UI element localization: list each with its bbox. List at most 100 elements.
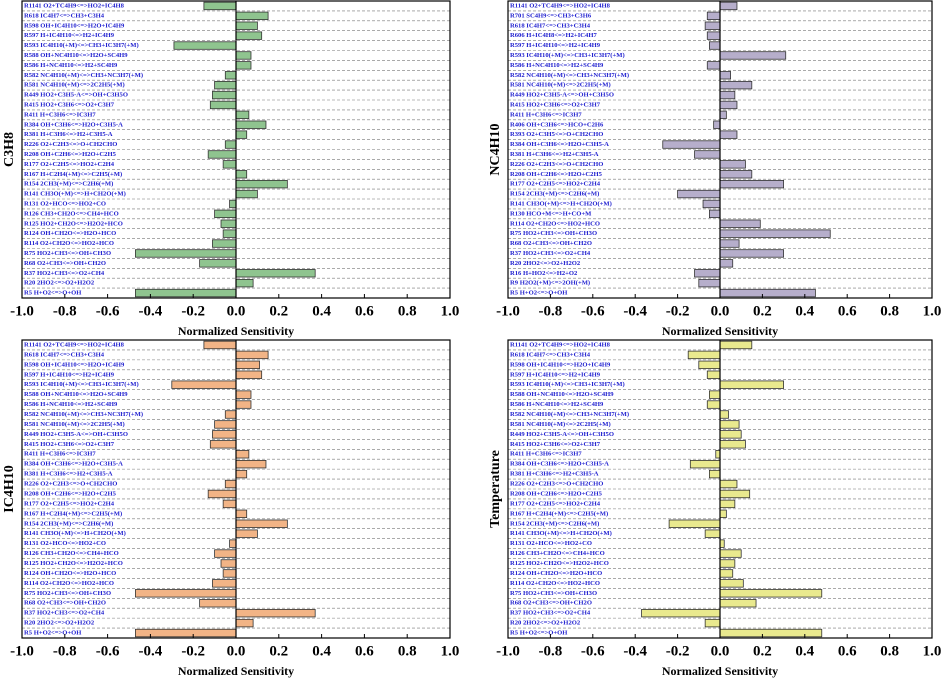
reaction-label: R124 OH+CH2O<=>H2O+HCO [24, 230, 116, 237]
reaction-label: R124 OH+CH2O<=>H2O+HCO [24, 570, 116, 577]
bar [173, 41, 237, 50]
bar [719, 489, 751, 499]
bar [207, 150, 237, 159]
reaction-label: R75 HO2+CH3<=>OH+CH3O [510, 590, 597, 597]
reaction-label: R131 O2+HCO<=>HO2+CO [24, 200, 106, 207]
reaction-label: R618 IC4H7<=>CH3+C3H4 [24, 351, 105, 358]
bar [719, 569, 734, 578]
reaction-label: R114 O2+CH2O<=>HO2+HCO [510, 580, 600, 587]
x-tick-label: 0.8 [398, 643, 417, 659]
bar [199, 599, 237, 608]
bar [235, 608, 316, 618]
bar [235, 11, 269, 21]
bar [719, 259, 734, 268]
reaction-label: R449 HO2+C3H5-A<=>OH+C3H5O [510, 431, 614, 438]
reaction-label: R618 IC4H7<=>CH3+C3H4 [24, 12, 105, 19]
reaction-label: R75 HO2+CH3<=>OH+CH3O [510, 230, 597, 237]
reaction-label: R586 H+NC4H10<=>H2+SC4H9 [24, 401, 118, 408]
bar [704, 21, 721, 30]
bar [207, 489, 237, 499]
reaction-label: R226 O2+C2H3<=>O+CH2CHO [24, 481, 117, 488]
x-tick-label: -0.8 [53, 303, 77, 319]
reaction-label: R381 H+C3H6<=>H2+C3H5-A [510, 471, 599, 478]
reaction-label: R141 CH3O(+M)<=>H+CH2O(+M) [510, 530, 612, 537]
bar [719, 380, 784, 389]
bar [235, 450, 250, 459]
bar [719, 219, 761, 228]
x-tick-label: 0.0 [711, 303, 730, 319]
bar [199, 259, 237, 268]
x-axis-title: Normalized Sensitivity [178, 664, 294, 678]
reaction-label: R130 HCO+M<=>H+CO+M [510, 210, 592, 217]
bar [709, 390, 721, 399]
reaction-label: R20 2HO2<=>O2+H2O2 [24, 280, 95, 287]
bar [715, 450, 721, 459]
reaction-label: R598 OH+IC4H10<=>H2O+IC4H9 [510, 361, 611, 368]
bar [212, 90, 237, 100]
x-tick-label: 0.0 [227, 303, 246, 319]
reaction-label: R126 CH3+CH2O<=>CH4+HCO [510, 550, 605, 557]
bar [719, 90, 736, 100]
bar [235, 350, 269, 360]
bar [235, 519, 288, 528]
reaction-label: R226 O2+C2H3<=>O+CH2CHO [510, 161, 603, 168]
reaction-label: R449 HO2+C3H5-A<=>OH+C3H5O [24, 92, 128, 99]
bar [235, 120, 267, 129]
x-tick-label: 1.0 [441, 303, 460, 319]
x-tick-label: 0.2 [753, 643, 772, 659]
bar [235, 469, 248, 479]
panel: R1141 O2+TC4H9<=>HO2+IC4H8 R701 SC4H9<=>C… [488, 0, 941, 338]
bar [719, 589, 823, 598]
bar [719, 479, 738, 489]
bar [719, 559, 736, 568]
x-tick-label: -0.8 [53, 643, 77, 659]
bar [235, 189, 258, 199]
reaction-label: R20 2HO2<=>O2+H2O2 [24, 620, 95, 627]
bar [698, 360, 721, 370]
bar [214, 80, 237, 90]
reaction-label: R154 2CH3(+M)<=>C2H6(+M) [24, 520, 113, 527]
bar [719, 71, 732, 80]
reaction-label: R5 H+O2<=>O+OH [510, 290, 568, 297]
x-tick-label: 0.6 [838, 303, 857, 319]
bar [677, 189, 721, 199]
x-tick-label: -0.4 [623, 643, 647, 659]
bar [235, 459, 267, 469]
reaction-label: R381 H+C3H6<=>H2+C3H5-A [24, 131, 113, 138]
reaction-label: R125 HO2+CH2O<=>H2O2+HCO [510, 560, 609, 567]
bar [235, 529, 258, 538]
bar [719, 628, 823, 638]
bar [713, 120, 721, 129]
x-tick-label: 0.0 [711, 643, 730, 659]
bar [222, 229, 237, 238]
reaction-label: R1141 O2+TC4H9<=>HO2+IC4H8 [510, 2, 611, 9]
x-tick-label: -0.8 [539, 643, 563, 659]
bar [641, 608, 721, 618]
bar [209, 100, 237, 110]
bar [235, 61, 252, 70]
reaction-label: R411 H+C3H6<=>IC3H7 [24, 451, 96, 458]
reaction-label: R593 IC4H10(+M)<=>CH3+IC3H7(+M) [510, 381, 625, 388]
bar [719, 100, 738, 110]
bar [719, 549, 742, 558]
bar [719, 160, 746, 169]
reaction-label: R415 HO2+C3H6<=>O2+C3H7 [510, 441, 601, 448]
reaction-label: R154 2CH3(+M)<=>C2H6(+M) [510, 191, 599, 198]
reaction-label: R9 H2O2(+M)<=>2OH(+M) [510, 280, 590, 287]
bar [719, 110, 727, 120]
reaction-label: R20 2HO2<=>O2+H2O2 [510, 620, 581, 627]
bar [702, 199, 721, 209]
reaction-label: R586 H+NC4H10<=>H2+SC4H9 [24, 62, 118, 69]
bar [235, 400, 252, 409]
reaction-label: R581 NC4H10(+M)<=>2C2H5(+M) [510, 421, 611, 428]
reaction-label: R381 H+C3H6<=>H2+C3H5-A [24, 471, 113, 478]
x-axis-title: Normalized Sensitivity [178, 324, 294, 338]
bar [719, 599, 757, 608]
x-tick-label: 0.6 [355, 303, 374, 319]
reaction-label: R384 OH+C3H6<=>H2O+C3H5-A [24, 121, 123, 128]
bar [719, 170, 753, 179]
bar [235, 618, 254, 628]
reaction-label: R114 O2+CH2O<=>HO2+HCO [24, 240, 114, 247]
reaction-label: R5 H+O2<=>O+OH [24, 290, 82, 297]
reaction-label: R597 H+IC4H10<=>H2+IC4H9 [24, 371, 115, 378]
